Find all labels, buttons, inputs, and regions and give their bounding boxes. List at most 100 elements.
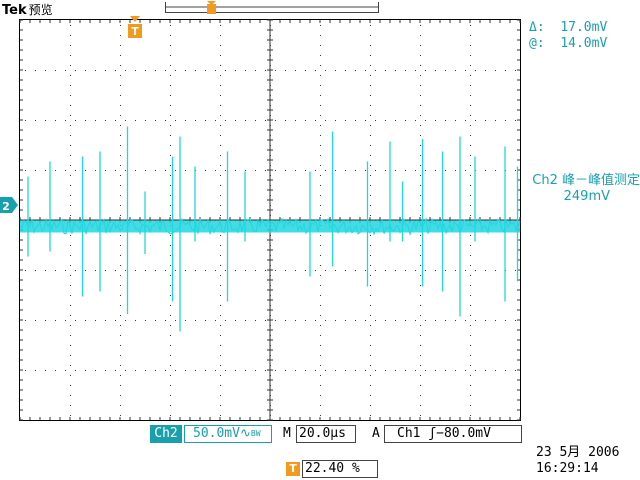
trigger-level: −80.0mV bbox=[436, 426, 491, 441]
grid-dot bbox=[45, 370, 46, 371]
trigger-marker-label: T bbox=[131, 25, 139, 38]
grid-dot bbox=[385, 70, 386, 71]
grid-dot bbox=[170, 405, 171, 406]
grid-dot bbox=[405, 370, 406, 371]
grid-dot bbox=[220, 155, 221, 156]
grid-dot bbox=[35, 170, 36, 171]
grid-dot bbox=[70, 375, 71, 376]
grid-dot bbox=[70, 355, 71, 356]
grid-dot bbox=[320, 335, 321, 336]
grid-dot bbox=[220, 365, 221, 366]
graticule bbox=[19, 19, 521, 421]
grid-dot bbox=[85, 170, 86, 171]
grid-dot bbox=[120, 55, 121, 56]
trigger-slope-icon: ʃ bbox=[428, 426, 437, 441]
volts-per-div-readout[interactable]: 50.0mV∿BW bbox=[184, 425, 272, 443]
grid-dot bbox=[70, 145, 71, 146]
grid-dot bbox=[455, 270, 456, 271]
grid-dot bbox=[165, 370, 166, 371]
grid-dot bbox=[455, 370, 456, 371]
grid-dot bbox=[165, 320, 166, 321]
grid-dot bbox=[505, 70, 506, 71]
grid-dot bbox=[295, 120, 296, 121]
grid-dot bbox=[320, 325, 321, 326]
grid-dot bbox=[120, 325, 121, 326]
grid-dot bbox=[105, 120, 106, 121]
grid-dot bbox=[395, 170, 396, 171]
grid-dot bbox=[120, 195, 121, 196]
cursor-at: @: 14.0mV bbox=[529, 36, 608, 51]
grid-dot bbox=[120, 345, 121, 346]
grid-dot bbox=[125, 170, 126, 171]
grid-dot bbox=[170, 245, 171, 246]
grid-dot bbox=[515, 120, 516, 121]
grid-dot bbox=[515, 170, 516, 171]
grid-dot bbox=[320, 365, 321, 366]
grid-dot bbox=[320, 145, 321, 146]
grid-dot bbox=[220, 105, 221, 106]
grid-dot bbox=[505, 370, 506, 371]
grid-dot bbox=[375, 170, 376, 171]
timebase-readout[interactable]: 20.0µs bbox=[296, 425, 356, 443]
grid-dot bbox=[320, 295, 321, 296]
grid-dot bbox=[335, 170, 336, 171]
grid-dot bbox=[370, 205, 371, 206]
grid-dot bbox=[185, 320, 186, 321]
grid-dot bbox=[245, 70, 246, 71]
grid-dot bbox=[125, 270, 126, 271]
grid-dot bbox=[25, 170, 26, 171]
grid-dot bbox=[420, 85, 421, 86]
grid-dot bbox=[70, 175, 71, 176]
grid-dot bbox=[120, 145, 121, 146]
grid-dot bbox=[370, 345, 371, 346]
grid-dot bbox=[370, 165, 371, 166]
grid-dot bbox=[120, 205, 121, 206]
grid-dot bbox=[95, 270, 96, 271]
grid-dot bbox=[395, 370, 396, 371]
grid-dot bbox=[135, 70, 136, 71]
grid-dot bbox=[170, 265, 171, 266]
grid-dot bbox=[105, 320, 106, 321]
grid-dot bbox=[170, 215, 171, 216]
grid-dot bbox=[275, 370, 276, 371]
grid-dot bbox=[45, 120, 46, 121]
grid-dot bbox=[470, 85, 471, 86]
grid-dot bbox=[320, 35, 321, 36]
grid-dot bbox=[120, 235, 121, 236]
grid-dot bbox=[170, 235, 171, 236]
grid-dot bbox=[495, 120, 496, 121]
grid-dot bbox=[445, 70, 446, 71]
grid-dot bbox=[85, 120, 86, 121]
channel-label[interactable]: Ch2 bbox=[150, 425, 182, 443]
grid-dot bbox=[485, 370, 486, 371]
grid-dot bbox=[420, 125, 421, 126]
grid-dot bbox=[65, 70, 66, 71]
grid-dot bbox=[470, 385, 471, 386]
grid-dot bbox=[245, 320, 246, 321]
grid-dot bbox=[115, 120, 116, 121]
grid-dot bbox=[120, 265, 121, 266]
brand-name: Tek bbox=[2, 3, 27, 18]
grid-dot bbox=[370, 155, 371, 156]
grid-dot bbox=[435, 320, 436, 321]
trigger-readout[interactable]: Ch1 ʃ−80.0mV bbox=[384, 425, 522, 443]
record-trigger-marker bbox=[165, 1, 379, 14]
trigger-position-readout[interactable]: 22.40 % bbox=[302, 460, 378, 478]
channel-marker-label: 2 bbox=[2, 200, 10, 213]
grid-dot bbox=[120, 415, 121, 416]
grid-dot bbox=[255, 170, 256, 171]
grid-dot bbox=[125, 120, 126, 121]
acquisition-mode: 预览 bbox=[28, 3, 53, 17]
grid-dot bbox=[470, 35, 471, 36]
grid-dot bbox=[65, 320, 66, 321]
grid-dot bbox=[470, 415, 471, 416]
grid-dot bbox=[70, 305, 71, 306]
grid-dot bbox=[220, 305, 221, 306]
grid-dot bbox=[470, 155, 471, 156]
grid-dot bbox=[470, 185, 471, 186]
grid-dot bbox=[70, 125, 71, 126]
ch2-ground-marker[interactable]: 2 bbox=[0, 197, 18, 213]
grid-dot bbox=[485, 270, 486, 271]
grid-dot bbox=[345, 170, 346, 171]
grid-dot bbox=[420, 405, 421, 406]
